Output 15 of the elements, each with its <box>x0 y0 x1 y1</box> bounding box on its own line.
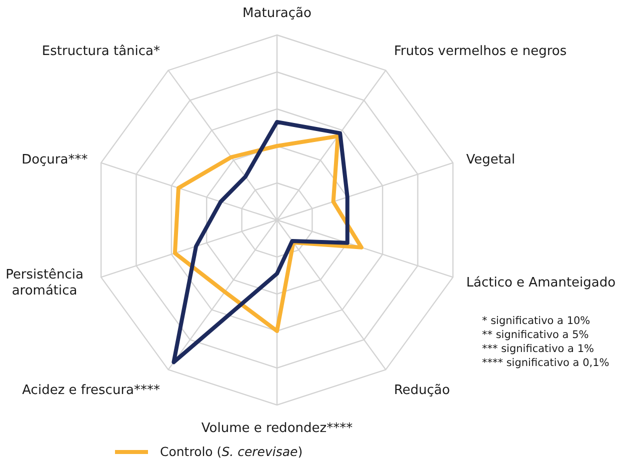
spoke-label: Acidez e frescura**** <box>22 382 161 398</box>
spoke-label: Frutos vermelhos e negros <box>394 44 567 60</box>
spoke-label: Redução <box>394 382 450 398</box>
spoke-label: Maturação <box>242 6 312 21</box>
spoke-label: Vegetal <box>466 152 516 168</box>
text: **** significativo a 0,1% <box>482 357 610 369</box>
spoke-label: Volume e redondez**** <box>201 421 354 436</box>
text: ** significativo a 5% <box>482 329 589 341</box>
spoke-label: Estructura tânica* <box>42 44 161 60</box>
spoke-label: Láctico e Amanteigado <box>466 275 616 290</box>
text: *** significativo a 1% <box>482 343 594 355</box>
legend-label: Controlo (S. cerevisae) <box>160 444 303 459</box>
text: * significativo a 10% <box>482 315 590 327</box>
spoke-label: Doçura*** <box>22 152 88 168</box>
spoke-label: Persistência aromática <box>6 267 84 298</box>
